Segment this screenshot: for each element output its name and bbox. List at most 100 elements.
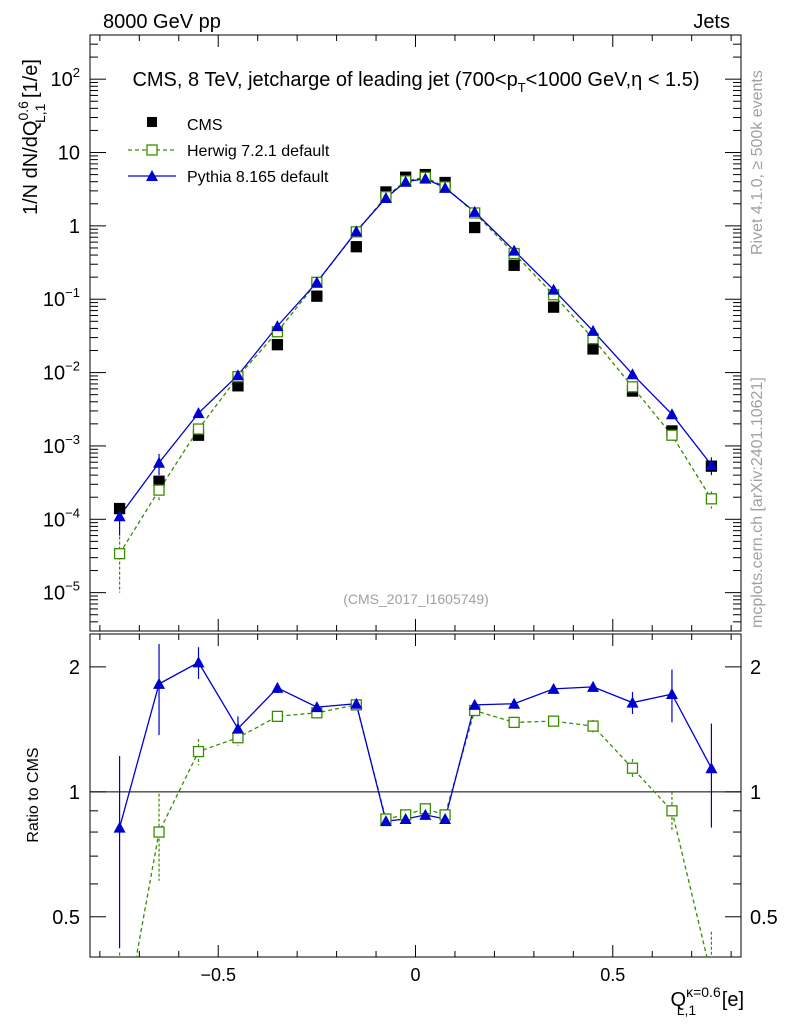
pythia-point xyxy=(626,368,639,380)
ratio-pythia-point xyxy=(231,722,244,734)
mcplots-label: mcplots.cern.ch [arXiv:2401.10621] xyxy=(749,377,766,628)
ratio-pythia-point xyxy=(705,762,718,774)
cms-point xyxy=(508,259,520,271)
rivet-label: Rivet 4.1.0, ≥ 500k events xyxy=(749,70,766,255)
pythia-point xyxy=(508,244,521,256)
pythia-point xyxy=(399,175,412,187)
ratio-pythia-line xyxy=(118,661,712,828)
pythia-point xyxy=(153,456,166,468)
ratio-pythia-point xyxy=(468,698,481,710)
y-tick-label: 10−5 xyxy=(43,579,80,605)
pythia-point xyxy=(705,458,718,470)
legend-label-cms: CMS xyxy=(187,117,223,134)
cms-point xyxy=(587,343,599,355)
ratio-herwig-line xyxy=(135,704,708,957)
legend-label-herwig: Herwig 7.2.1 default xyxy=(187,143,330,160)
herwig-point xyxy=(626,381,639,393)
y-tick-label: 10−2 xyxy=(43,359,80,385)
pythia-point xyxy=(439,181,452,193)
y-axis-label: 1/N dN/dQ0.6L,1 [1/e] xyxy=(15,59,48,215)
ratio-y-tick-label-right: 0.5 xyxy=(750,907,778,929)
pythia-point xyxy=(379,191,392,203)
pythia-point xyxy=(350,225,363,237)
cms-point xyxy=(469,221,481,234)
legend-label-pythia: Pythia 8.165 default xyxy=(187,169,329,186)
ratio-herwig-point xyxy=(271,710,284,722)
pythia-point xyxy=(310,276,323,288)
x-tick-label: 0 xyxy=(410,965,420,985)
herwig-point xyxy=(153,484,165,496)
ratio-y-tick-label: 2 xyxy=(69,657,80,679)
ratio-y-tick-label: 1 xyxy=(69,782,80,804)
ratio-herwig-point xyxy=(192,745,205,758)
data-layer xyxy=(113,168,718,957)
ratio-herwig-point xyxy=(666,805,678,817)
plot-title: CMS, 8 TeV, jetcharge of leading jet (70… xyxy=(132,69,699,95)
ratio-herwig-point xyxy=(626,762,639,774)
ratio-pythia-point xyxy=(379,815,392,827)
ratio-herwig-point xyxy=(587,720,599,732)
cms-point xyxy=(350,241,362,253)
pythia-point xyxy=(192,407,205,419)
y-tick-label: 1 xyxy=(69,216,80,238)
y-tick-label: 10−4 xyxy=(43,505,80,531)
legend-marker-pythia xyxy=(146,170,158,181)
ratio-pythia-point xyxy=(439,813,452,825)
ratio-pythia-point xyxy=(271,681,284,693)
y-tick-label: 10 xyxy=(58,143,80,165)
ratio-pythia-point xyxy=(153,677,166,689)
ratio-herwig-point xyxy=(153,826,165,838)
ratio-y-axis-label: Ratio to CMS xyxy=(25,747,42,842)
pythia-point xyxy=(665,408,678,420)
ratio-y-tick-label-right: 2 xyxy=(750,657,761,679)
ratio-y-tick-label-right: 1 xyxy=(750,782,761,804)
pythia-point xyxy=(113,510,126,522)
x-axis-label: Qκ=0.6 L,1 [e] xyxy=(671,984,744,1018)
ratio-pythia-point xyxy=(665,688,678,700)
ratio-pythia-point xyxy=(350,697,363,709)
herwig-point xyxy=(192,423,205,435)
ratio-pythia-point xyxy=(113,821,126,833)
pythia-point xyxy=(587,324,600,336)
ratio-series-group xyxy=(113,644,718,957)
ratio-pythia-point xyxy=(547,682,560,694)
axes-layer: −0.5 0 0.5 10−5 10−4 10−3 10−2 10−1 1 10 102 0.5 0.5… xyxy=(43,34,778,985)
analysis-id: (CMS_2017_I1605749) xyxy=(343,591,489,607)
header-category: Jets xyxy=(693,11,730,33)
cms-point xyxy=(232,380,244,392)
herwig-point xyxy=(666,429,678,441)
pythia-point xyxy=(419,172,432,184)
legend: CMS Herwig 7.2.1 default Pythia 8.165 de… xyxy=(128,117,330,186)
ratio-pythia-point xyxy=(192,656,205,668)
pythia-point xyxy=(547,283,560,295)
legend-marker-herwig xyxy=(146,144,158,156)
cms-point xyxy=(311,290,323,302)
pythia-point xyxy=(271,320,284,332)
ratio-herwig-point xyxy=(232,732,244,744)
ratio-herwig-point xyxy=(508,716,520,729)
ratio-pythia-point xyxy=(587,680,600,692)
y-tick-label: 10−1 xyxy=(43,285,80,311)
ratio-pythia-point xyxy=(399,813,412,825)
herwig-line xyxy=(119,176,712,555)
x-tick-label: −0.5 xyxy=(200,965,236,985)
y-tick-label: 10−3 xyxy=(43,432,80,458)
y-tick-label: 102 xyxy=(51,65,80,91)
ratio-y-tick-label: 0.5 xyxy=(52,907,80,929)
ratio-pythia-point xyxy=(419,808,432,820)
pythia-line xyxy=(119,178,712,517)
herwig-point xyxy=(705,493,718,505)
cms-point xyxy=(271,339,284,351)
x-tick-label: 0.5 xyxy=(600,965,625,985)
ratio-panel-frame xyxy=(89,633,742,958)
pythia-point xyxy=(231,369,244,381)
pythia-point xyxy=(468,205,481,217)
ratio-herwig-point xyxy=(547,715,560,727)
ratio-pythia-point xyxy=(626,696,639,708)
legend-marker-cms xyxy=(147,117,157,127)
ratio-pythia-point xyxy=(310,701,323,713)
herwig-point xyxy=(113,548,126,560)
ratio-pythia-point xyxy=(508,697,521,709)
header-energy: 8000 GeV pp xyxy=(103,11,221,33)
